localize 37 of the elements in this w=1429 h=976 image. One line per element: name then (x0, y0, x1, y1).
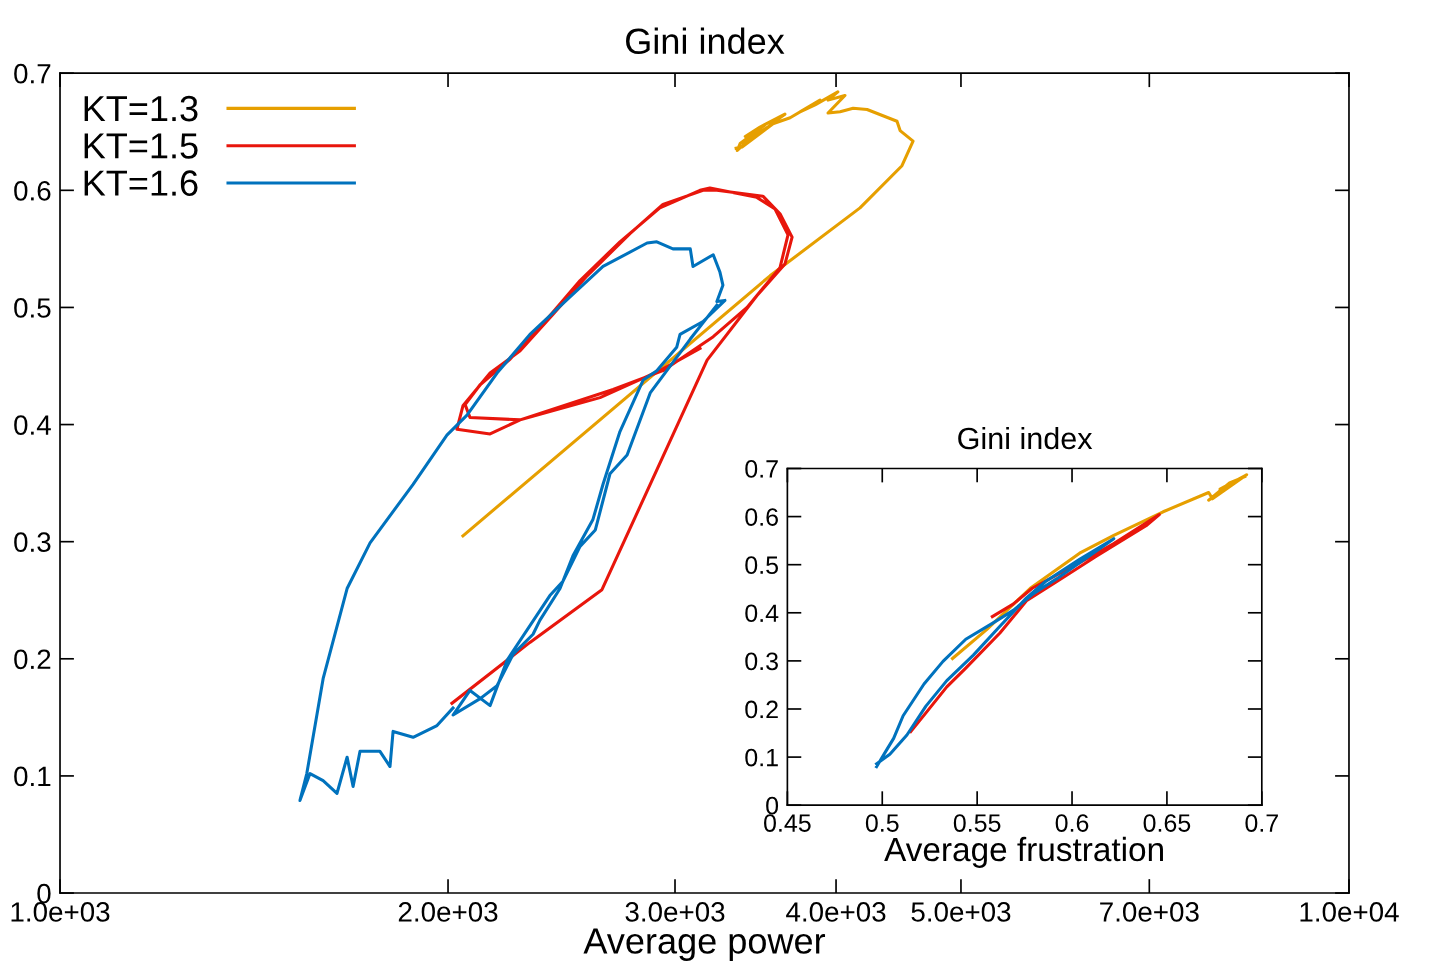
y-tick-label: 0.6 (14, 180, 51, 201)
x-tick-label: 0.6 (1055, 814, 1089, 832)
y-tick-label: 0 (766, 796, 779, 815)
legend-label: KT=1.3 (84, 95, 198, 122)
line-series (875, 537, 1116, 769)
x-tick-label: 1.0e+03 (11, 902, 110, 922)
y-tick-label: 0.3 (14, 532, 51, 553)
x-tick-label: 1.0e+04 (1300, 902, 1399, 922)
y-tick-label: 0.1 (14, 766, 51, 787)
y-tick-label: 0.4 (14, 415, 51, 435)
y-tick-label: 0.1 (745, 748, 778, 767)
x-tick-label: 0.5 (865, 814, 899, 832)
y-tick-label: 0.3 (745, 652, 778, 671)
x-tick-label: 3.0e+03 (625, 902, 725, 922)
y-tick-label: 0 (37, 883, 51, 904)
y-tick-label: 0.7 (745, 460, 778, 478)
x-axis-title: Average power (583, 928, 826, 961)
x-tick-label: 4.0e+03 (786, 902, 886, 922)
chart-title: Gini index (626, 27, 785, 55)
x-tick-label: 0.65 (1143, 814, 1191, 832)
y-tick-label: 0.2 (14, 649, 51, 670)
x-tick-label: 7.0e+03 (1100, 902, 1199, 922)
y-tick-label: 0.6 (745, 508, 778, 526)
y-tick-label: 0.2 (745, 700, 778, 719)
y-tick-label: 0.4 (745, 604, 779, 623)
y-tick-label: 0.5 (14, 298, 51, 318)
legend-label: KT=1.6 (84, 170, 198, 196)
x-tick-label: 2.0e+03 (398, 902, 498, 922)
x-tick-label: 0.55 (953, 814, 1001, 832)
chart-title: Gini index (958, 426, 1093, 450)
x-tick-label: 5.0e+03 (911, 902, 1011, 922)
y-tick-label: 0.7 (14, 63, 51, 84)
y-tick-label: 0.5 (745, 556, 778, 574)
x-axis-title: Average frustration (884, 836, 1163, 868)
x-tick-label: 0.45 (764, 814, 811, 832)
x-tick-label: 0.7 (1245, 814, 1278, 832)
legend-label: KT=1.5 (84, 133, 198, 159)
